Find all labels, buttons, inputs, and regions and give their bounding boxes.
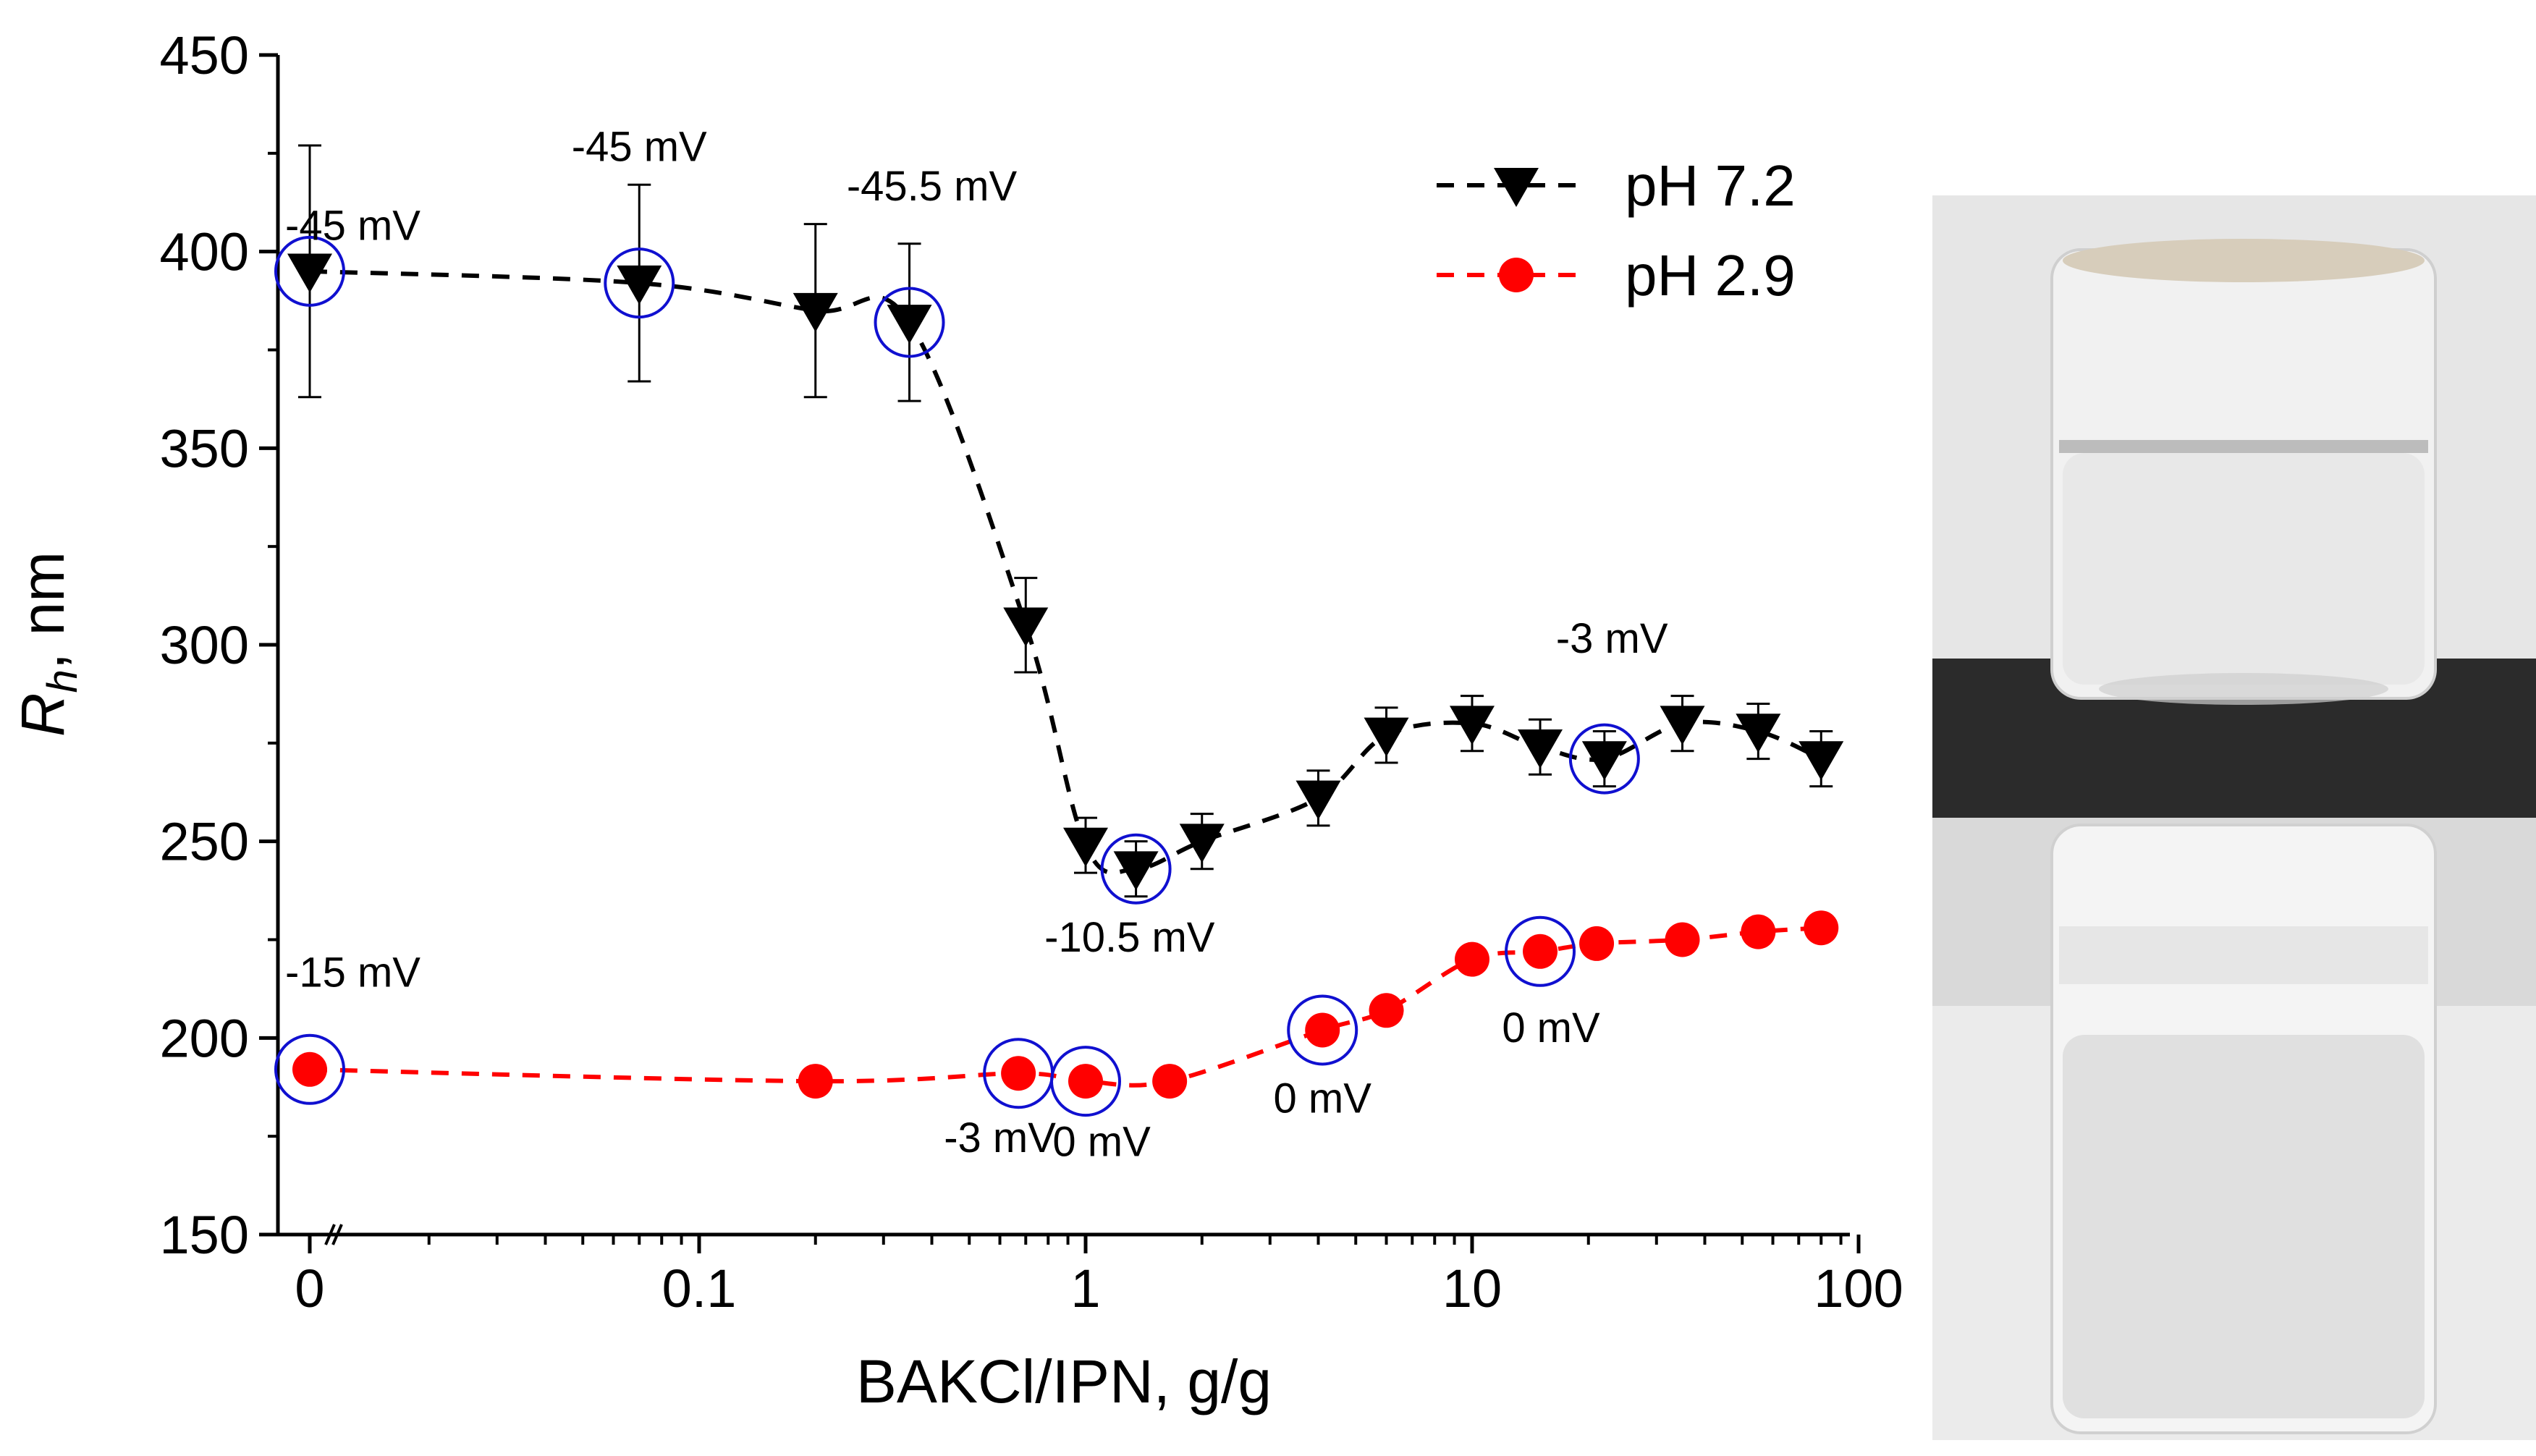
x-tick-label: 0.1 xyxy=(662,1258,737,1319)
y-axis-title: Rh, nm xyxy=(9,551,86,737)
data-point-ph7.2 xyxy=(1113,851,1159,891)
legend-label: pH 7.2 xyxy=(1625,153,1796,218)
data-point-ph7.2 xyxy=(1660,706,1705,745)
highlight-circle xyxy=(1568,723,1640,795)
zeta-potential-label: -10.5 mV xyxy=(1044,914,1215,961)
data-point-ph7.2 xyxy=(1179,824,1225,863)
highlight-circle xyxy=(874,287,945,358)
x-axis-title: BAKCl/IPN, g/g xyxy=(856,1347,1272,1415)
data-point-ph2.9 xyxy=(1068,1064,1103,1099)
tick-labels: 150 200 250 300 350 400 450 0 0.1 1 10 100 xyxy=(160,25,1903,1319)
data-point-ph2.9 xyxy=(1579,926,1615,961)
data-point-ph2.9 xyxy=(1804,910,1839,946)
data-point-ph7.2 xyxy=(887,305,932,344)
liquid-meniscus xyxy=(2059,440,2428,453)
x-tick-label: 10 xyxy=(1442,1258,1502,1319)
data-point-ph7.2 xyxy=(1581,741,1627,781)
series-lines xyxy=(309,268,1822,1088)
highlight-circle xyxy=(274,1033,345,1105)
y-tick-label: 350 xyxy=(160,418,249,478)
y-tick-label: 300 xyxy=(160,615,249,675)
zeta-potential-label: -45 mV xyxy=(285,202,420,249)
series-line-1 xyxy=(309,268,1822,875)
axes xyxy=(259,53,1861,1253)
axis-break-mark xyxy=(331,1224,343,1245)
data-point-ph7.2 xyxy=(1518,729,1563,769)
data-point-ph7.2 xyxy=(287,253,332,293)
data-point-ph2.9 xyxy=(1523,934,1558,969)
vial-photo-clear xyxy=(1932,195,2536,818)
data-point-ph7.2 xyxy=(617,265,662,305)
annotations: -45 mV -45 mV -45.5 mV -10.5 mV -3 mV -15 mV -… xyxy=(285,124,1668,1166)
data-point-ph2.9 xyxy=(798,1064,833,1099)
vial-base xyxy=(2099,673,2388,705)
highlight-circles xyxy=(274,235,1640,1117)
highlight-circle xyxy=(1505,915,1576,987)
clear-liquid xyxy=(2063,453,2425,685)
data-point-ph2.9 xyxy=(1152,1064,1188,1099)
data-point-ph2.9 xyxy=(1305,1012,1340,1048)
x-tick-label: 100 xyxy=(1814,1258,1903,1319)
zeta-potential-label: -45 mV xyxy=(572,124,707,171)
highlight-circle xyxy=(1100,833,1172,905)
data-point-ph2.9 xyxy=(1665,922,1700,957)
zeta-potential-label: -3 mV xyxy=(1556,615,1668,662)
zeta-potential-label: -3 mV xyxy=(944,1114,1056,1161)
data-point-ph7.2 xyxy=(1799,741,1844,781)
vial-cap xyxy=(2063,239,2425,282)
data-point-ph2.9 xyxy=(1001,1056,1036,1091)
vial-neck xyxy=(2059,926,2428,984)
data-point-ph7.2 xyxy=(1364,717,1409,757)
data-point-ph2.9 xyxy=(1369,993,1404,1028)
legend: pH 7.2 pH 2.9 xyxy=(1437,153,1796,308)
zeta-potential-label: -15 mV xyxy=(285,949,420,996)
y-tick-label: 400 xyxy=(160,222,249,282)
legend-label: pH 2.9 xyxy=(1625,243,1796,308)
data-point-ph7.2 xyxy=(1736,714,1781,753)
y-tick-label: 450 xyxy=(160,25,249,85)
data-point-ph7.2 xyxy=(792,292,838,332)
y-tick-label: 250 xyxy=(160,812,249,872)
axis-break-mark xyxy=(324,1224,336,1245)
markers xyxy=(287,253,1844,1099)
data-point-ph2.9 xyxy=(1455,941,1489,977)
data-point-ph2.9 xyxy=(292,1051,327,1087)
data-point-ph7.2 xyxy=(1450,706,1495,745)
y-tick-label: 150 xyxy=(160,1205,249,1265)
highlight-circle xyxy=(1050,1046,1121,1117)
x-tick-label: 1 xyxy=(1070,1258,1100,1319)
zeta-potential-label: 0 mV xyxy=(1274,1075,1372,1122)
vial-photos xyxy=(1932,195,2536,1440)
zeta-potential-label: 0 mV xyxy=(1502,1004,1600,1051)
y-axis-symbol: R xyxy=(9,693,77,737)
data-point-ph2.9 xyxy=(1741,914,1776,949)
y-axis-subscript: h xyxy=(39,669,86,693)
data-point-ph7.2 xyxy=(1003,607,1049,647)
data-point-ph7.2 xyxy=(1296,780,1341,820)
legend-marker-triangle xyxy=(1494,168,1539,207)
data-point-ph7.2 xyxy=(1063,827,1108,867)
zeta-potential-label: -45.5 mV xyxy=(847,163,1018,210)
vial-photo-turbid xyxy=(1932,818,2536,1440)
y-axis-unit: , nm xyxy=(9,551,77,669)
y-tick-label: 200 xyxy=(160,1008,249,1068)
zeta-potential-label: 0 mV xyxy=(1052,1118,1151,1165)
x-tick-label: 0 xyxy=(295,1258,324,1319)
highlight-circle xyxy=(274,235,345,307)
turbid-liquid xyxy=(2063,1035,2425,1418)
highlight-circle xyxy=(604,247,675,319)
legend-marker-circle xyxy=(1499,258,1534,292)
highlight-circle xyxy=(1287,994,1358,1066)
